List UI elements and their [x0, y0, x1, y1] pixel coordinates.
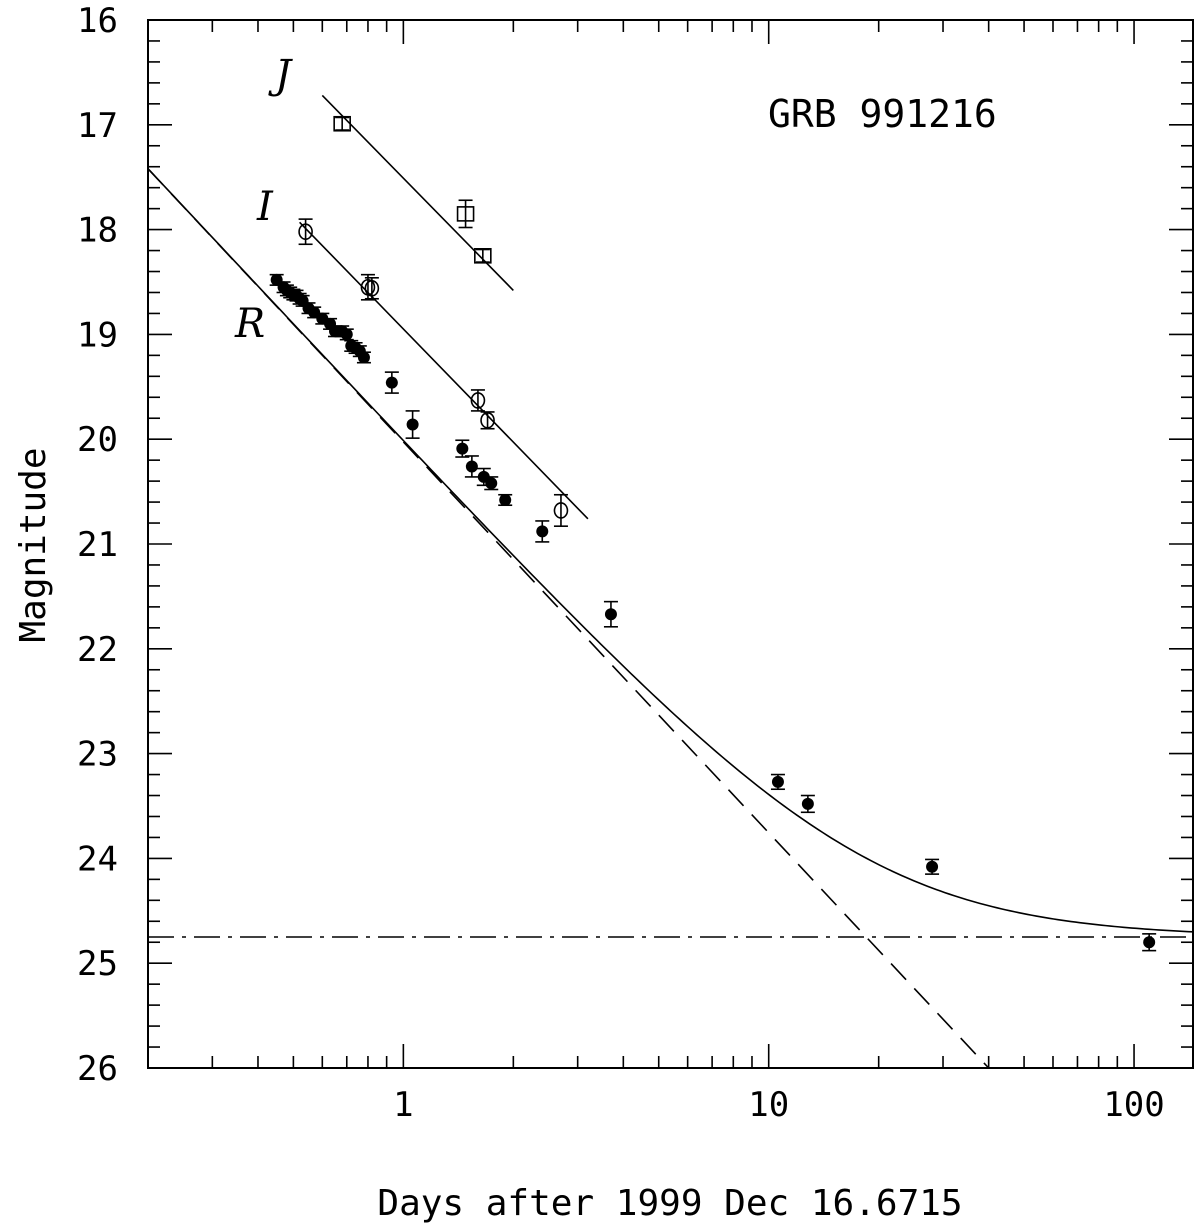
axis-ticks — [147, 19, 1193, 1069]
y-tick-label: 22 — [77, 630, 118, 670]
chart-title: GRB 991216 — [768, 92, 997, 136]
y-tick-label: 18 — [77, 211, 118, 251]
data-point-r — [536, 525, 549, 538]
y-tick-label: 20 — [77, 420, 118, 460]
band-label-r: R — [234, 301, 265, 347]
i-fit-line — [299, 221, 589, 520]
y-tick-label: 21 — [77, 525, 118, 565]
data-point-j — [333, 115, 351, 132]
x-tick-label: 100 — [1103, 1085, 1164, 1125]
r-total-model-curve — [147, 168, 1194, 933]
data-point-j — [456, 206, 475, 222]
j-fit-line — [321, 94, 514, 291]
data-point-r — [385, 376, 398, 389]
data-point-r — [499, 493, 512, 506]
data-point-i — [553, 502, 569, 519]
y-tick-label: 26 — [77, 1049, 118, 1089]
data-point-i — [480, 412, 495, 429]
data-point-r — [340, 328, 353, 341]
y-tick-label: 25 — [77, 944, 118, 984]
x-tick-label: 1 — [393, 1085, 413, 1125]
data-point-r — [308, 306, 321, 319]
data-point-r — [485, 477, 498, 490]
data-point-r — [771, 775, 784, 788]
data-point-i — [298, 223, 313, 240]
data-point-i — [364, 279, 380, 297]
x-tick-label: 10 — [748, 1085, 789, 1125]
y-tick-label: 19 — [77, 315, 118, 355]
band-label-j: J — [268, 52, 293, 98]
y-axis-title: Magnitude — [13, 447, 54, 642]
y-tick-label: 23 — [77, 735, 118, 775]
x-axis-title: Days after 1999 Dec 16.6715 — [377, 1183, 962, 1224]
y-tick-label: 24 — [77, 839, 118, 879]
data-point-i — [470, 392, 486, 409]
data-point-r — [604, 608, 617, 621]
plot-frame — [147, 19, 1194, 1069]
data-point-r — [1143, 936, 1156, 949]
data-point-r — [801, 797, 814, 810]
data-point-r — [357, 351, 370, 364]
data-points — [269, 115, 1157, 952]
fit-curves — [147, 94, 1194, 1069]
data-point-r — [456, 442, 469, 455]
tick-labels: 1 10 100 16 17 18 19 20 21 22 23 24 25 26 — [77, 1, 1165, 1125]
data-point-j — [474, 248, 492, 264]
y-tick-label: 17 — [77, 106, 118, 146]
data-point-r — [406, 418, 419, 431]
y-tick-label: 16 — [77, 1, 118, 41]
data-point-r — [926, 860, 939, 873]
data-point-r — [465, 460, 478, 473]
band-label-i: I — [256, 184, 274, 230]
